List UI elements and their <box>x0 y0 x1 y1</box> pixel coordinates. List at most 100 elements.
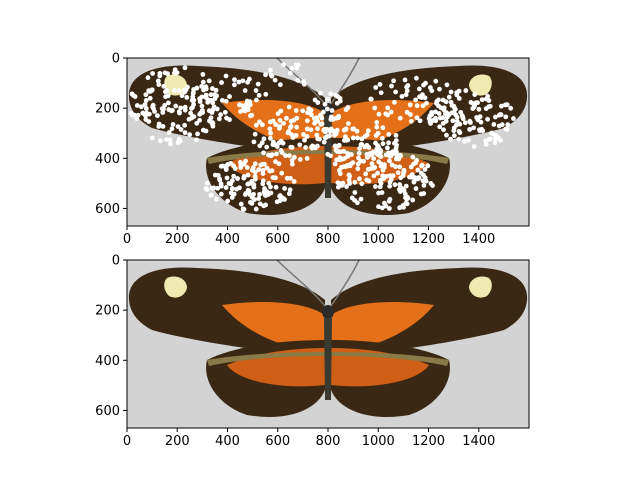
keypoint <box>249 200 255 206</box>
keypoint <box>468 99 474 105</box>
keypoint <box>163 94 168 100</box>
keypoint <box>467 127 473 132</box>
keypoint <box>413 97 419 103</box>
keypoint <box>232 77 237 83</box>
keypoint <box>340 180 346 186</box>
keypoint <box>243 158 248 164</box>
keypoint <box>426 116 432 121</box>
keypoint <box>314 132 320 138</box>
keypoint <box>269 73 275 79</box>
keypoint <box>194 120 200 126</box>
keypoint <box>386 140 391 146</box>
keypoint <box>186 116 192 122</box>
keypoint <box>347 173 353 179</box>
top-y-tick-label: 600 <box>95 202 120 217</box>
keypoint <box>235 176 240 181</box>
keypoint <box>355 135 360 141</box>
bottom-y-tick-label: 0 <box>112 254 120 269</box>
keypoint <box>402 77 408 83</box>
keypoint <box>451 125 457 131</box>
keypoint <box>342 134 348 140</box>
keypoint <box>454 118 460 124</box>
keypoint <box>206 78 212 84</box>
keypoint <box>166 100 171 106</box>
keypoint <box>318 90 323 96</box>
top-x-axis: 0 200 400 600 800 1000 1200 1400 <box>123 226 495 247</box>
keypoint <box>479 97 485 103</box>
keypoint <box>304 126 310 132</box>
keypoint <box>244 165 250 170</box>
keypoint <box>191 102 197 107</box>
keypoint <box>466 137 471 143</box>
keypoint <box>219 97 225 103</box>
keypoint <box>248 113 254 118</box>
keypoint <box>315 100 321 105</box>
keypoint <box>462 120 468 126</box>
keypoint <box>242 106 247 112</box>
keypoint <box>281 62 287 67</box>
keypoint <box>357 176 362 182</box>
keypoint <box>352 190 358 195</box>
keypoint <box>256 196 262 201</box>
keypoint <box>211 185 217 191</box>
keypoint <box>286 191 292 197</box>
keypoint <box>380 141 386 147</box>
keypoint <box>268 130 274 136</box>
keypoint <box>348 161 354 167</box>
keypoint <box>224 115 229 121</box>
bottom-subplot: 0 200 400 600 800 1000 1200 1400 0 200 400 600 <box>95 254 530 449</box>
keypoint <box>420 92 425 98</box>
keypoint <box>345 121 351 127</box>
keypoint <box>176 88 182 94</box>
keypoint <box>284 115 289 121</box>
keypoint <box>336 168 342 173</box>
keypoint <box>425 163 431 169</box>
keypoint <box>359 142 365 147</box>
keypoint <box>376 144 381 150</box>
keypoint <box>209 110 215 115</box>
keypoint <box>252 197 257 202</box>
keypoint <box>187 132 193 138</box>
keypoint <box>303 145 309 150</box>
keypoint <box>328 153 333 159</box>
keypoint <box>397 182 403 187</box>
keypoint <box>456 95 462 101</box>
keypoint <box>335 184 341 190</box>
keypoint <box>208 92 214 98</box>
keypoint <box>352 179 358 185</box>
keypoint <box>214 106 220 112</box>
keypoint <box>216 116 222 122</box>
keypoint <box>145 75 151 81</box>
keypoint <box>420 103 426 109</box>
keypoint <box>318 112 323 118</box>
keypoint <box>179 93 185 99</box>
keypoint <box>404 88 410 94</box>
keypoint <box>263 72 268 78</box>
keypoint <box>274 199 280 205</box>
keypoint <box>286 153 292 159</box>
keypoint <box>421 183 427 188</box>
keypoint <box>478 119 484 125</box>
top-x-tick-label: 600 <box>265 232 290 247</box>
keypoint <box>305 110 311 116</box>
keypoint <box>253 176 258 182</box>
keypoint <box>417 118 423 124</box>
keypoint <box>371 173 377 179</box>
keypoint <box>433 78 439 84</box>
keypoint <box>261 136 267 142</box>
keypoint <box>157 71 163 76</box>
keypoint <box>378 154 384 159</box>
bottom-y-tick-label: 600 <box>95 404 120 419</box>
keypoint <box>437 86 442 92</box>
keypoint <box>369 161 375 167</box>
keypoint <box>379 135 385 141</box>
keypoint <box>261 150 266 156</box>
keypoint <box>266 180 272 186</box>
bottom-y-tick-label: 200 <box>95 304 120 319</box>
keypoint <box>138 104 144 110</box>
keypoint <box>149 135 155 141</box>
keypoint <box>378 163 384 169</box>
keypoint <box>413 186 419 191</box>
keypoint <box>260 122 265 128</box>
keypoint <box>451 133 457 139</box>
